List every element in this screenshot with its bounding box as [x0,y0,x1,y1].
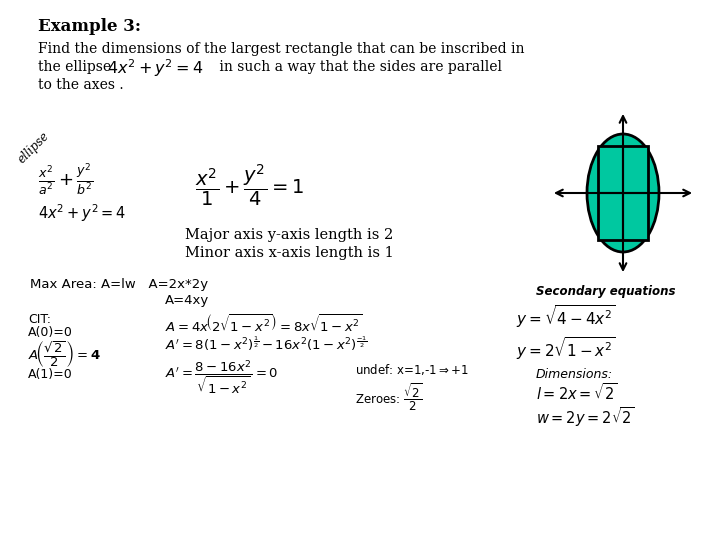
Text: $\dfrac{x^2}{1}+\dfrac{y^2}{4}=1$: $\dfrac{x^2}{1}+\dfrac{y^2}{4}=1$ [195,162,305,208]
Text: $\frac{x^2}{a^2}+\frac{y^2}{b^2}$: $\frac{x^2}{a^2}+\frac{y^2}{b^2}$ [38,162,94,198]
Text: $w=2y=2\sqrt{2}$: $w=2y=2\sqrt{2}$ [536,405,635,429]
Text: $4x^2+y^2=4$: $4x^2+y^2=4$ [107,57,203,79]
Text: $A'=8(1-x^2)^{\frac{1}{2}}-16x^2(1-x^2)^{\frac{-1}{2}}$: $A'=8(1-x^2)^{\frac{1}{2}}-16x^2(1-x^2)^… [165,335,368,353]
Text: undef: x=1,-1$\Rightarrow$+1: undef: x=1,-1$\Rightarrow$+1 [355,362,469,377]
Text: A(0)=0: A(0)=0 [28,326,73,339]
Text: $A=4x\!\left(2\sqrt{1-x^2}\right)=8x\sqrt{1-x^2}$: $A=4x\!\left(2\sqrt{1-x^2}\right)=8x\sqr… [165,313,363,334]
Text: Max Area: A=lw   A=2x*2y: Max Area: A=lw A=2x*2y [30,278,208,291]
Text: $4x^2+y^2=4$: $4x^2+y^2=4$ [38,202,126,224]
Text: CIT:: CIT: [28,313,51,326]
Text: $A'=\dfrac{8-16x^2}{\sqrt{1-x^2}}=0$: $A'=\dfrac{8-16x^2}{\sqrt{1-x^2}}=0$ [165,358,279,396]
Text: $y=2\sqrt{1-x^2}$: $y=2\sqrt{1-x^2}$ [516,335,616,362]
Text: Find the dimensions of the largest rectangle that can be inscribed in: Find the dimensions of the largest recta… [38,42,524,56]
Text: the ellipse: the ellipse [38,60,120,74]
Bar [598,146,648,240]
Ellipse shape [587,134,659,252]
Text: in such a way that the sides are parallel: in such a way that the sides are paralle… [215,60,502,74]
Text: Dimensions:: Dimensions: [536,368,613,381]
Text: $l=2x=\sqrt{2}$: $l=2x=\sqrt{2}$ [536,382,618,403]
Text: ellipse: ellipse [15,130,52,166]
Text: $A\!\left(\dfrac{\sqrt{2}}{2}\right)=\mathbf{4}$: $A\!\left(\dfrac{\sqrt{2}}{2}\right)=\ma… [28,339,101,369]
Text: A(1)=0: A(1)=0 [28,368,73,381]
Text: to the axes .: to the axes . [38,78,124,92]
Text: Example 3:: Example 3: [38,18,141,35]
Text: Secondary equations: Secondary equations [536,285,675,298]
Text: Zeroes: $\dfrac{\sqrt{2}}{2}$: Zeroes: $\dfrac{\sqrt{2}}{2}$ [355,382,423,414]
Text: A=4xy: A=4xy [165,294,210,307]
Text: $y=\sqrt{4-4x^2}$: $y=\sqrt{4-4x^2}$ [516,303,616,330]
Text: Minor axis x-axis length is 1: Minor axis x-axis length is 1 [185,246,394,260]
Text: Major axis y-axis length is 2: Major axis y-axis length is 2 [185,228,393,242]
